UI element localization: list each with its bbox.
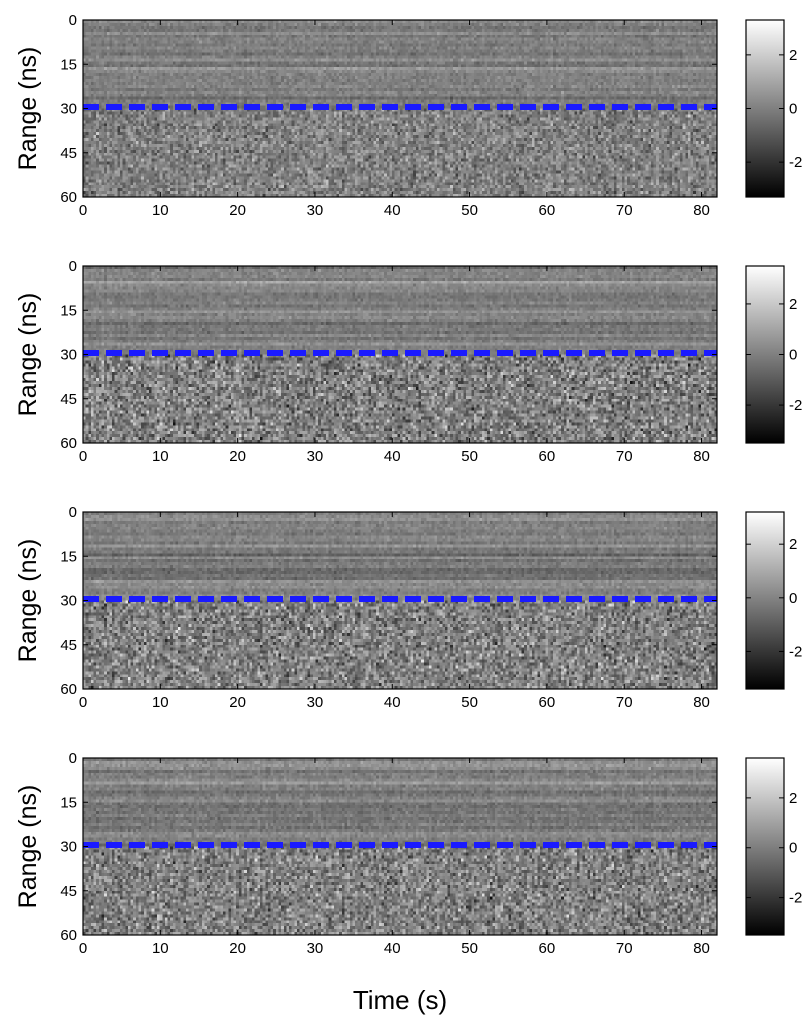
y-tick-label: 30 <box>60 839 77 856</box>
colorbar-tick-label: -2 <box>789 890 802 907</box>
y-axis-label: Range (ns) <box>14 785 42 909</box>
x-tick-label: 10 <box>152 202 169 219</box>
colorbar-tick-label: 0 <box>789 840 797 857</box>
y-tick-label: 0 <box>69 258 77 275</box>
x-tick-label: 50 <box>461 694 478 711</box>
x-tick-label: 70 <box>616 448 633 465</box>
x-tick-label: 60 <box>539 202 556 219</box>
x-tick-label: 0 <box>79 940 87 957</box>
y-tick-label: 45 <box>60 883 77 900</box>
y-tick-label: 30 <box>60 101 77 118</box>
y-tick-label: 30 <box>60 347 77 364</box>
x-tick-label: 70 <box>616 940 633 957</box>
x-tick-label: 80 <box>693 694 710 711</box>
x-tick-label: 30 <box>307 202 324 219</box>
x-tick-label: 40 <box>384 694 401 711</box>
y-tick-label: 60 <box>60 189 77 206</box>
x-tick-label: 20 <box>229 940 246 957</box>
y-tick-label: 15 <box>60 56 77 73</box>
x-tick-label: 20 <box>229 448 246 465</box>
x-tick-label: 10 <box>152 448 169 465</box>
y-tick-label: 15 <box>60 548 77 565</box>
x-tick-label: 50 <box>461 940 478 957</box>
colorbar-tick-label: 2 <box>789 47 797 64</box>
y-tick-label: 60 <box>60 927 77 944</box>
colorbar <box>745 757 785 936</box>
y-tick-label: 60 <box>60 681 77 698</box>
colorbar-tick-label: 0 <box>789 347 797 364</box>
y-axis-label: Range (ns) <box>14 293 42 417</box>
y-tick-label: 45 <box>60 637 77 654</box>
y-tick-label: 0 <box>69 750 77 767</box>
x-tick-label: 20 <box>229 694 246 711</box>
x-tick-label: 40 <box>384 940 401 957</box>
x-tick-label: 30 <box>307 940 324 957</box>
y-tick-label: 45 <box>60 391 77 408</box>
colorbar-tick-label: -2 <box>789 154 802 171</box>
x-tick-label: 0 <box>79 202 87 219</box>
x-tick-label: 80 <box>693 940 710 957</box>
x-axis-label: Time (s) <box>353 985 447 1015</box>
y-axis-label: Range (ns) <box>14 539 42 663</box>
x-tick-label: 80 <box>693 202 710 219</box>
y-tick-label: 30 <box>60 593 77 610</box>
colorbar-tick-label: 2 <box>789 536 797 553</box>
y-tick-label: 60 <box>60 435 77 452</box>
x-tick-label: 60 <box>539 940 556 957</box>
x-tick-label: 0 <box>79 694 87 711</box>
colorbar <box>745 265 785 444</box>
y-tick-label: 0 <box>69 12 77 29</box>
colorbar-tick-label: 2 <box>789 790 797 807</box>
colorbar <box>745 19 785 198</box>
colorbar-tick-label: -2 <box>789 397 802 414</box>
y-tick-label: 15 <box>60 302 77 319</box>
x-tick-label: 20 <box>229 202 246 219</box>
x-tick-label: 60 <box>539 694 556 711</box>
x-tick-label: 30 <box>307 448 324 465</box>
x-tick-label: 70 <box>616 202 633 219</box>
x-tick-label: 0 <box>79 448 87 465</box>
x-tick-label: 70 <box>616 694 633 711</box>
x-tick-label: 40 <box>384 448 401 465</box>
y-tick-label: 15 <box>60 794 77 811</box>
colorbar-tick-label: -2 <box>789 643 802 660</box>
y-axis-label: Range (ns) <box>14 47 42 171</box>
colorbar-tick-label: 0 <box>789 590 797 607</box>
x-tick-label: 40 <box>384 202 401 219</box>
x-tick-label: 10 <box>152 940 169 957</box>
colorbar-tick-label: 0 <box>789 101 797 118</box>
y-tick-label: 45 <box>60 145 77 162</box>
x-tick-label: 10 <box>152 694 169 711</box>
colorbar-tick-label: 2 <box>789 296 797 313</box>
x-tick-label: 80 <box>693 448 710 465</box>
x-tick-label: 50 <box>461 448 478 465</box>
colorbar <box>745 511 785 690</box>
y-tick-label: 0 <box>69 504 77 521</box>
x-tick-label: 30 <box>307 694 324 711</box>
x-tick-label: 60 <box>539 448 556 465</box>
x-tick-label: 50 <box>461 202 478 219</box>
